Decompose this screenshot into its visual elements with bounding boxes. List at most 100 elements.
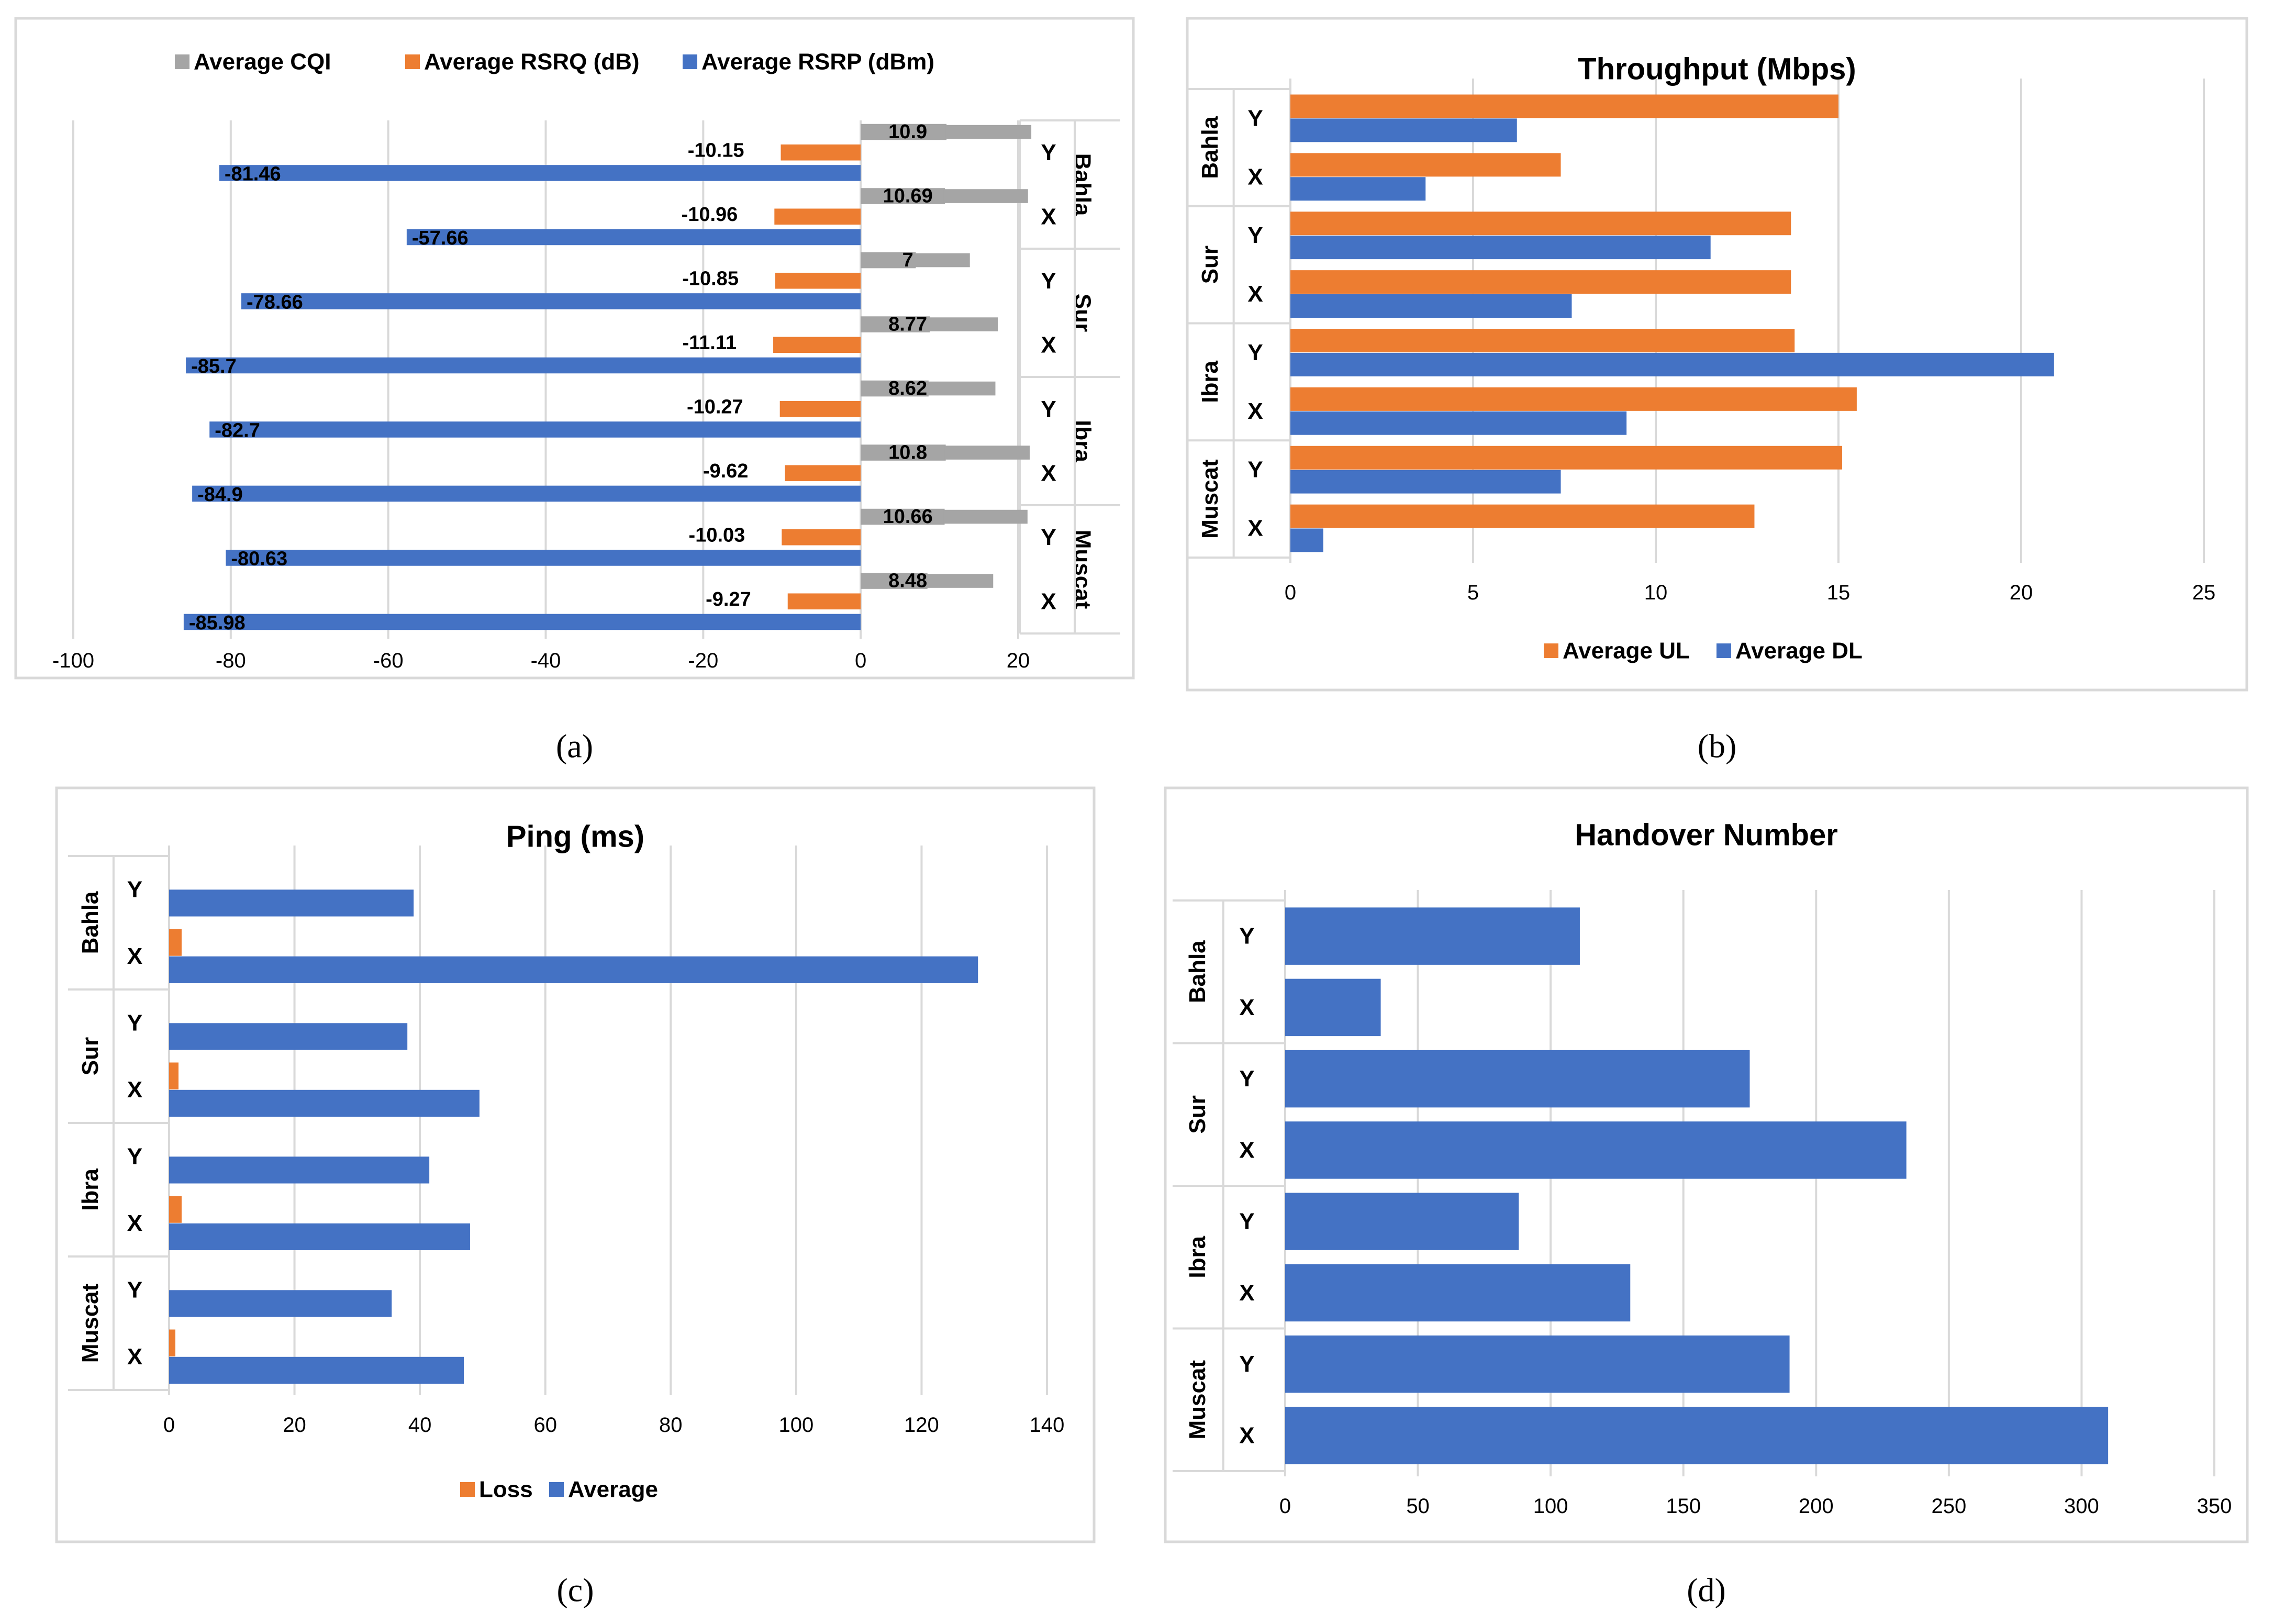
x-tick-label: -80 <box>216 649 246 672</box>
region-label: Muscat <box>1070 530 1096 609</box>
bar <box>773 337 861 353</box>
site-label: X <box>127 943 142 969</box>
data-label-bg <box>927 381 996 396</box>
legend-label: Average <box>568 1477 658 1503</box>
data-label-bg <box>943 189 1028 203</box>
data-label: 10.66 <box>883 506 933 528</box>
data-label: -78.66 <box>247 291 303 313</box>
region-label: Bahla <box>1070 153 1096 216</box>
region-label: Ibra <box>1197 361 1223 403</box>
region-label: Ibra <box>77 1169 103 1211</box>
data-label-bg <box>945 125 1032 139</box>
bar <box>209 421 861 438</box>
site-label: X <box>127 1210 142 1236</box>
data-label: 10.8 <box>888 442 927 464</box>
region-label: Muscat <box>77 1283 103 1363</box>
site-label: X <box>127 1344 142 1370</box>
data-label: -85.98 <box>189 612 246 634</box>
data-label: -10.15 <box>688 139 744 161</box>
data-label: -57.66 <box>412 227 469 249</box>
bar <box>861 380 929 397</box>
panel-label: (c) <box>556 1572 594 1609</box>
bar <box>861 573 928 589</box>
site-label: Y <box>127 1010 142 1036</box>
site-label: X <box>1041 332 1056 358</box>
site-label: X <box>1041 588 1056 614</box>
data-label: -10.96 <box>682 204 738 226</box>
site-label: X <box>1239 1422 1254 1448</box>
bar <box>169 1156 430 1184</box>
bar <box>1285 1121 1907 1179</box>
data-label-bg <box>944 446 1030 460</box>
x-tick-label: 10 <box>1644 581 1668 604</box>
data-label: -80.63 <box>231 548 287 570</box>
bar <box>169 929 182 956</box>
site-label: Y <box>1041 140 1056 165</box>
region-label: Ibra <box>1185 1236 1210 1278</box>
x-tick-label: 0 <box>163 1414 175 1437</box>
bar <box>1285 1407 2109 1464</box>
site-label: Y <box>1041 525 1056 550</box>
legend-swatch <box>460 1482 475 1497</box>
site-label: Y <box>1247 457 1263 483</box>
chart-title: Ping (ms) <box>506 820 644 854</box>
x-tick-label: 15 <box>1827 581 1851 604</box>
x-tick-label: 80 <box>659 1414 683 1437</box>
region-label: Bahla <box>1185 940 1210 1003</box>
legend-swatch <box>683 54 697 69</box>
bar <box>1285 1264 1631 1322</box>
site-label: Y <box>127 876 142 902</box>
bar <box>1290 153 1561 177</box>
region-label: Muscat <box>1197 459 1223 539</box>
x-tick-label: 140 <box>1030 1414 1065 1437</box>
data-label: -10.85 <box>682 268 739 290</box>
legend-label: Average RSRQ (dB) <box>424 49 640 75</box>
site-label: X <box>1041 460 1056 486</box>
bar <box>169 889 414 917</box>
panel-c-ping-chart: 0 20 40 60 80 100 120 140 Ping (ms) (c) Bahla Y X Sur… <box>55 786 1096 1609</box>
bar <box>1290 329 1795 352</box>
data-label: 10.69 <box>883 185 933 207</box>
bar <box>861 124 947 140</box>
bar <box>406 229 861 246</box>
bar <box>186 357 861 374</box>
region-label: Sur <box>1070 294 1096 332</box>
bar <box>169 1196 182 1223</box>
legend-label: Average CQI <box>194 49 331 75</box>
site-label: Y <box>1239 1066 1254 1092</box>
site-label: Y <box>1247 340 1263 365</box>
x-tick-label: 20 <box>1007 649 1030 672</box>
bar <box>861 508 945 525</box>
site-label: X <box>1247 281 1263 307</box>
bar <box>183 614 861 630</box>
legend-swatch <box>405 54 420 69</box>
bar <box>1285 907 1580 965</box>
bar <box>1290 504 1755 528</box>
bar <box>1290 446 1842 470</box>
bar <box>169 1223 470 1251</box>
region-label: Sur <box>1197 246 1223 284</box>
x-tick-label: -20 <box>688 649 718 672</box>
site-label: Y <box>1041 396 1056 422</box>
bar <box>781 144 861 161</box>
data-label: -11.11 <box>682 332 737 354</box>
x-tick-label: 20 <box>2010 581 2033 604</box>
legend-swatch <box>175 54 190 69</box>
data-label: -9.27 <box>706 588 751 610</box>
legend-label: Average UL <box>1563 638 1690 664</box>
bar <box>1290 528 1323 552</box>
x-tick-label: 20 <box>283 1414 306 1437</box>
site-label: Y <box>127 1143 142 1169</box>
bar <box>1290 352 2054 376</box>
site-label: Y <box>1247 105 1263 131</box>
bar <box>1285 1050 1750 1108</box>
bar <box>861 188 945 204</box>
bar <box>861 444 946 461</box>
bar <box>226 550 861 566</box>
x-tick-label: 350 <box>2197 1495 2232 1518</box>
site-label: Y <box>127 1277 142 1303</box>
chart-title: Handover Number <box>1575 818 1838 852</box>
x-tick-label: 0 <box>1285 581 1296 604</box>
bar <box>1290 270 1791 294</box>
